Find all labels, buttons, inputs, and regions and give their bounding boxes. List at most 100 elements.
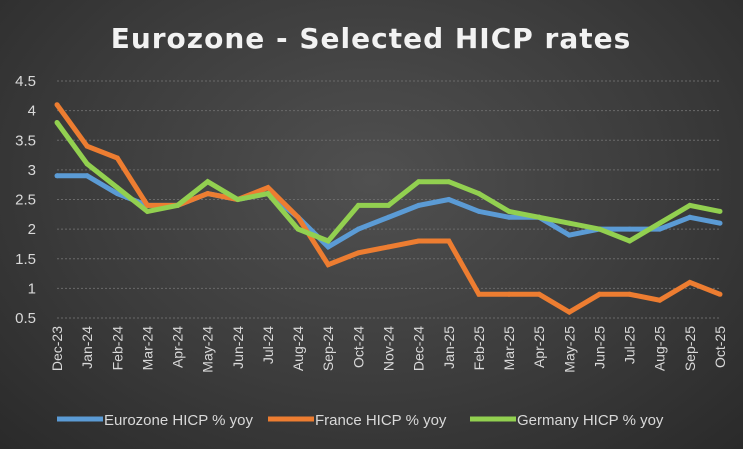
data-point — [325, 244, 331, 250]
legend-label: Eurozone HICP % yoy — [104, 412, 253, 429]
data-point — [687, 214, 693, 220]
chart-title: Eurozone - Selected HICP rates — [111, 22, 632, 55]
data-point — [596, 226, 602, 232]
x-tick-label: Jan-25 — [441, 326, 457, 369]
y-tick-label: 2 — [28, 221, 36, 238]
x-tick-label: Aug-25 — [652, 326, 668, 371]
x-tick-label: Sep-25 — [682, 326, 698, 371]
data-point — [54, 173, 60, 179]
data-point — [144, 202, 150, 208]
data-point — [386, 244, 391, 250]
grid-layer — [57, 80, 720, 319]
data-point — [386, 202, 391, 208]
y-tick-label: 3 — [28, 162, 36, 179]
data-point — [476, 191, 482, 197]
data-point — [446, 238, 452, 244]
x-tick-label: Jun-24 — [230, 326, 246, 369]
data-point — [717, 220, 723, 226]
x-tick-label: Mar-25 — [501, 326, 517, 371]
data-point — [144, 208, 150, 214]
data-point — [295, 214, 301, 220]
data-point — [84, 173, 90, 179]
data-point — [596, 291, 602, 297]
data-point — [175, 202, 181, 208]
x-tick-label: Jul-25 — [622, 326, 638, 364]
x-tick-label: Mar-24 — [139, 326, 155, 371]
y-tick-label: 2.5 — [15, 192, 36, 209]
data-point — [536, 214, 542, 220]
data-point — [687, 202, 693, 208]
y-tick-label: 4.5 — [15, 73, 36, 90]
legend-label: Germany HICP % yoy — [517, 412, 664, 429]
y-axis-ticks: 0.5 1 1.5 2 2.5 3 3.5 4 4.5 — [15, 73, 36, 327]
x-tick-label: Oct-25 — [712, 326, 728, 368]
x-tick-label: Aug-24 — [290, 326, 306, 371]
x-tick-label: Feb-25 — [471, 326, 487, 371]
data-point — [416, 202, 422, 208]
y-tick-label: 0.5 — [15, 310, 36, 327]
data-point — [416, 179, 422, 185]
x-tick-label: May-24 — [200, 326, 216, 373]
x-tick-label: May-25 — [561, 326, 577, 373]
data-point — [717, 208, 723, 214]
y-tick-label: 1.5 — [15, 251, 36, 268]
data-point — [295, 226, 301, 232]
series-layer — [54, 102, 723, 316]
data-point — [446, 179, 452, 185]
data-point — [506, 291, 512, 297]
data-point — [355, 250, 361, 256]
data-point — [566, 232, 572, 238]
x-axis-ticks: Dec-23 Jan-24 Feb-24 Mar-24 Apr-24 May-24 Jun-… — [49, 326, 728, 373]
data-point — [446, 197, 452, 202]
data-point — [627, 226, 633, 232]
data-point — [325, 238, 331, 244]
y-tick-label: 3.5 — [15, 132, 36, 149]
data-point — [54, 119, 60, 125]
x-tick-label: Jan-24 — [79, 326, 95, 369]
data-point — [114, 185, 120, 191]
data-point — [657, 220, 663, 226]
data-point — [416, 238, 422, 244]
data-point — [114, 155, 120, 161]
data-point — [205, 191, 211, 197]
data-point — [687, 279, 693, 285]
data-point — [476, 208, 482, 214]
data-point — [84, 161, 90, 167]
x-tick-label: Dec-23 — [49, 326, 65, 371]
x-tick-label: Oct-24 — [350, 326, 366, 368]
data-point — [265, 185, 271, 191]
x-tick-label: Jul-24 — [260, 326, 276, 364]
data-point — [566, 220, 572, 226]
data-point — [325, 262, 331, 268]
data-point — [386, 214, 391, 220]
data-point — [627, 291, 633, 297]
data-point — [536, 291, 542, 297]
data-point — [717, 291, 723, 297]
data-point — [114, 191, 120, 197]
series-line-2 — [54, 121, 721, 244]
x-tick-label: Jun-25 — [591, 326, 607, 369]
y-tick-label: 1 — [28, 280, 36, 297]
data-point — [566, 309, 572, 315]
x-tick-label: Sep-24 — [320, 326, 336, 371]
x-tick-label: Nov-24 — [381, 326, 397, 371]
data-point — [265, 191, 271, 197]
data-point — [657, 297, 663, 303]
data-point — [506, 208, 512, 214]
data-point — [627, 238, 633, 244]
data-point — [205, 179, 211, 185]
y-tick-label: 4 — [28, 103, 36, 120]
data-point — [54, 102, 60, 108]
data-point — [476, 291, 482, 297]
legend-label: France HICP % yoy — [315, 412, 447, 429]
data-point — [84, 143, 90, 149]
x-tick-label: Apr-24 — [170, 326, 186, 368]
data-point — [506, 214, 512, 220]
x-tick-label: Apr-25 — [531, 326, 547, 368]
x-tick-label: Dec-24 — [411, 326, 427, 371]
data-point — [355, 202, 361, 208]
data-point — [355, 226, 361, 232]
legend: Eurozone HICP % yoy France HICP % yoy Germ… — [57, 412, 664, 429]
